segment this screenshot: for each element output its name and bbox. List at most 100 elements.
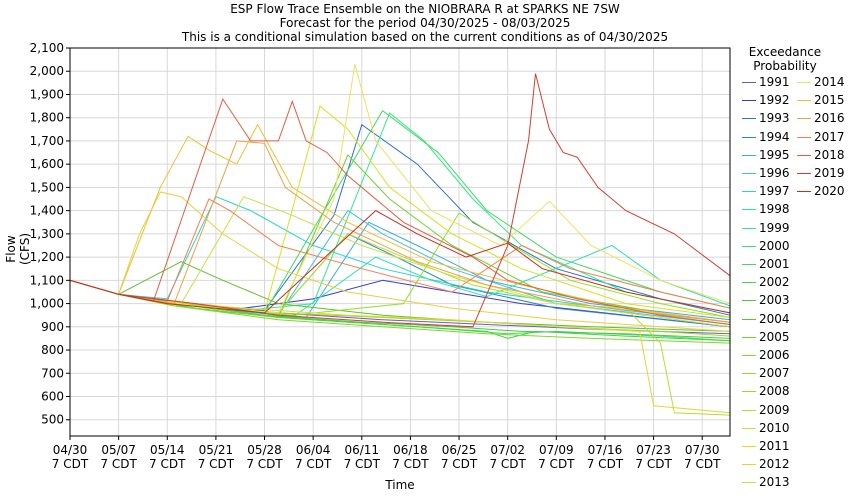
legend-label: 2015 [814, 93, 845, 108]
legend-label: 1992 [759, 93, 790, 108]
legend-item-1995: 1995 [742, 148, 790, 162]
legend-item-1994: 1994 [742, 130, 790, 144]
legend-item-2014: 2014 [797, 75, 845, 89]
x-tick-timezone: 7 CDT [52, 457, 89, 471]
legend-swatch [742, 336, 756, 338]
legend-swatch [797, 136, 811, 138]
legend-item-1999: 1999 [742, 221, 790, 235]
legend-item-2002: 2002 [742, 275, 790, 289]
legend-item-2000: 2000 [742, 239, 790, 253]
y-tick-label: 1,500 [30, 180, 64, 194]
grid-lines [69, 47, 730, 436]
legend-label: 2005 [759, 329, 790, 344]
legend-label: 2004 [759, 311, 790, 326]
legend-label: 2013 [759, 475, 790, 490]
y-tick-label: 2,000 [30, 64, 64, 78]
x-tick-timezone: 7 CDT [635, 457, 672, 471]
y-tick-label: 500 [41, 413, 64, 427]
legend-item-2007: 2007 [742, 366, 790, 380]
legend-item-2003: 2003 [742, 293, 790, 307]
legend-swatch [742, 373, 756, 375]
legend-label: 2011 [759, 439, 790, 453]
series-line-2014 [69, 64, 731, 314]
legend-swatch [742, 409, 756, 411]
legend-label: 2003 [759, 293, 790, 308]
x-tick-timezone: 7 CDT [246, 457, 283, 471]
y-tick-label: 600 [41, 390, 64, 404]
legend-item-1991: 1991 [742, 75, 790, 89]
x-tick-date: 06/25 [442, 443, 477, 457]
x-tick-date: 07/23 [636, 443, 671, 457]
legend-label: 1997 [759, 184, 790, 199]
x-tick-date: 07/02 [490, 443, 525, 457]
x-tick-date: 06/11 [344, 443, 379, 457]
legend-swatch [742, 355, 756, 356]
legend-label: 1991 [759, 75, 790, 89]
legend-swatch [797, 173, 811, 174]
chart-title: ESP Flow Trace Ensemble on the NIOBRARA … [230, 2, 620, 16]
y-tick-label: 1,800 [30, 111, 64, 125]
legend-swatch [742, 191, 756, 193]
legend-swatch [742, 100, 756, 102]
y-tick-label: 1,300 [30, 227, 64, 241]
legend-label: 2019 [814, 166, 845, 180]
series-line-2018 [69, 97, 731, 325]
x-tick-timezone: 7 CDT [295, 457, 332, 471]
legend-label: 2017 [814, 129, 845, 144]
legend-label: 2000 [759, 238, 790, 253]
x-tick-timezone: 7 CDT [149, 457, 186, 471]
x-tick-timezone: 7 CDT [587, 457, 624, 471]
y-tick-label: 1,200 [30, 250, 64, 264]
legend-swatch [742, 391, 756, 393]
legend-swatch [742, 154, 756, 156]
x-tick-timezone: 7 CDT [392, 457, 429, 471]
legend-swatch [797, 154, 811, 156]
y-tick-label: 1,400 [30, 204, 64, 218]
y-tick-label: 700 [41, 366, 64, 380]
legend-swatch [742, 227, 756, 229]
series-line-1997 [69, 196, 731, 323]
legend-swatch [797, 82, 811, 83]
legend-swatch [742, 482, 756, 484]
legend-label: 2016 [814, 111, 845, 126]
legend-title: Exceedance Probability [748, 45, 822, 73]
legend-swatch [742, 209, 756, 211]
x-tick-date: 07/16 [588, 443, 623, 457]
legend-item-2011: 2011 [742, 439, 790, 453]
y-tick-label: 1,700 [30, 134, 64, 148]
legend-label: 1993 [759, 111, 790, 126]
legend-label: 1996 [759, 166, 790, 180]
x-tick-timezone: 7 CDT [538, 457, 575, 471]
legend-label: 2007 [759, 366, 790, 381]
legend-swatch [742, 245, 756, 247]
legend-label: 2002 [759, 275, 790, 290]
x-axis-label: Time [385, 478, 415, 492]
legend-item-2012: 2012 [742, 457, 790, 471]
legend-item-2020: 2020 [797, 184, 845, 198]
legend-item-2016: 2016 [797, 111, 845, 125]
y-tick-label: 2,100 [30, 41, 64, 55]
legend-item-1996: 1996 [742, 166, 790, 180]
chart-subtitle-2: This is a conditional simulation based o… [181, 30, 669, 44]
chart-subtitle: Forecast for the period 04/30/2025 - 08/… [279, 16, 571, 30]
legend-item-2017: 2017 [797, 130, 845, 144]
y-tick-label: 900 [41, 320, 64, 334]
legend-label: 1998 [759, 202, 790, 217]
legend-item-2019: 2019 [797, 166, 845, 180]
series-line-2017 [69, 198, 731, 309]
legend-label: 2001 [759, 257, 790, 271]
y-tick-label: 1,900 [30, 87, 64, 101]
y-tick-label: 1,000 [30, 297, 64, 311]
legend-swatch [742, 82, 756, 83]
legend-label: 2006 [759, 348, 790, 362]
series-lines [69, 64, 731, 416]
x-tick-date: 05/07 [101, 443, 136, 457]
legend-swatch [742, 264, 756, 265]
legend-swatch [742, 173, 756, 174]
legend-item-1997: 1997 [742, 184, 790, 198]
legend-item-2010: 2010 [742, 421, 790, 435]
x-tick-timezone: 7 CDT [344, 457, 381, 471]
legend-item-2015: 2015 [797, 93, 845, 107]
